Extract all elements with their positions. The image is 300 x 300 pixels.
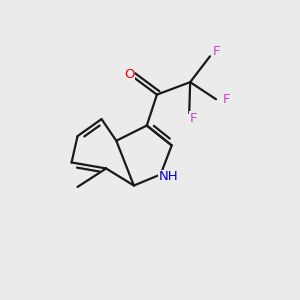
Text: F: F — [222, 93, 230, 106]
Text: F: F — [213, 45, 221, 58]
Text: O: O — [124, 68, 134, 81]
Text: F: F — [190, 112, 198, 125]
Text: NH: NH — [159, 170, 179, 183]
